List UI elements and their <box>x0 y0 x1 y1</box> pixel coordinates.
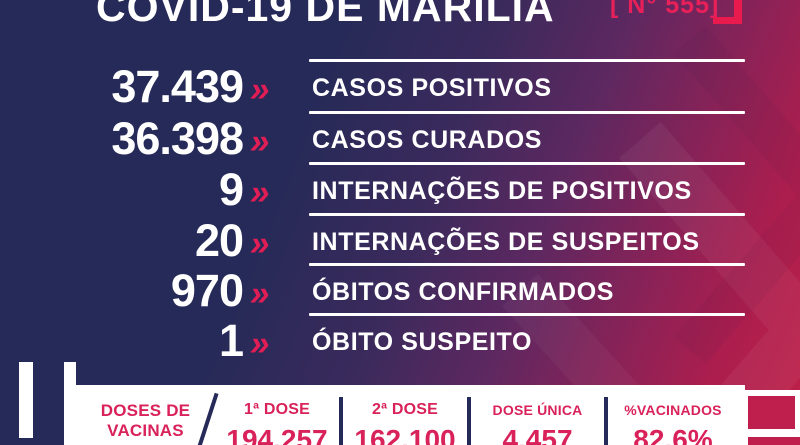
value-dose1: 194.257 <box>226 424 328 445</box>
stat-row: 1 » ÓBITO SUSPEITO <box>0 313 800 365</box>
divider-line <box>309 162 745 165</box>
vaccine-icon-bar-left <box>19 362 33 438</box>
stat-row: 970 » ÓBITOS CONFIRMADOS <box>0 263 800 315</box>
stat-value: 20 <box>194 215 244 266</box>
column-header-dose2: 2ª DOSE <box>371 401 438 418</box>
stat-label: INTERNAÇÕES DE SUSPEITOS <box>312 228 700 256</box>
stat-value: 1 <box>218 315 244 366</box>
value-dose2: 162.100 <box>354 424 456 445</box>
page-title: COVID-19 DE MARÍLIA <box>96 0 555 30</box>
divider-line <box>309 59 745 62</box>
column-divider <box>467 397 471 445</box>
double-chevron-icon: » <box>250 324 269 363</box>
stat-label: INTERNAÇÕES DE POSITIVOS <box>312 177 692 205</box>
value-pct: 82.6% <box>633 424 713 445</box>
double-chevron-icon: » <box>250 122 269 161</box>
vaccine-icon-bar-right <box>64 362 76 445</box>
bulletin-number: [ N° 555] <box>610 0 720 19</box>
stat-label: ÓBITOS CONFIRMADOS <box>312 278 615 306</box>
double-chevron-icon: » <box>250 224 269 263</box>
divider-line <box>309 213 745 216</box>
stat-value: 9 <box>218 164 244 215</box>
divider-line <box>309 263 745 266</box>
right-decor-red-block <box>748 396 795 429</box>
double-chevron-icon: » <box>250 274 269 313</box>
row-label-line2: VACINAS <box>107 421 184 440</box>
stat-label: ÓBITO SUSPEITO <box>312 328 533 356</box>
divider-line <box>309 111 745 114</box>
double-chevron-icon: » <box>250 70 269 109</box>
vaccine-table-panel <box>76 385 745 445</box>
stat-value: 970 <box>170 265 244 316</box>
column-divider <box>339 397 343 445</box>
value-unica: 4.457 <box>502 424 573 445</box>
stat-row: 9 » INTERNAÇÕES DE POSITIVOS <box>0 162 800 214</box>
vaccine-table-row-label: DOSES DE VACINAS <box>88 401 203 441</box>
column-divider <box>604 397 608 445</box>
divider-line <box>309 313 745 316</box>
stat-label: CASOS POSITIVOS <box>312 74 552 102</box>
row-label-line1: DOSES DE <box>100 401 191 420</box>
stat-row: 37.439 » CASOS POSITIVOS <box>0 59 800 111</box>
column-header-pct: %VACINADOS <box>624 402 722 418</box>
right-decor-red-bar <box>748 437 800 445</box>
stat-label: CASOS CURADOS <box>312 126 543 154</box>
corner-bracket-decoration <box>713 0 742 24</box>
stat-value: 37.439 <box>111 61 244 112</box>
stat-row: 20 » INTERNAÇÕES DE SUSPEITOS <box>0 213 800 265</box>
stat-row: 36.398 » CASOS CURADOS <box>0 111 800 163</box>
stat-value: 36.398 <box>111 113 244 164</box>
column-header-unica: DOSE ÚNICA <box>492 402 583 418</box>
column-header-dose1: 1ª DOSE <box>243 401 310 418</box>
double-chevron-icon: » <box>250 173 269 212</box>
